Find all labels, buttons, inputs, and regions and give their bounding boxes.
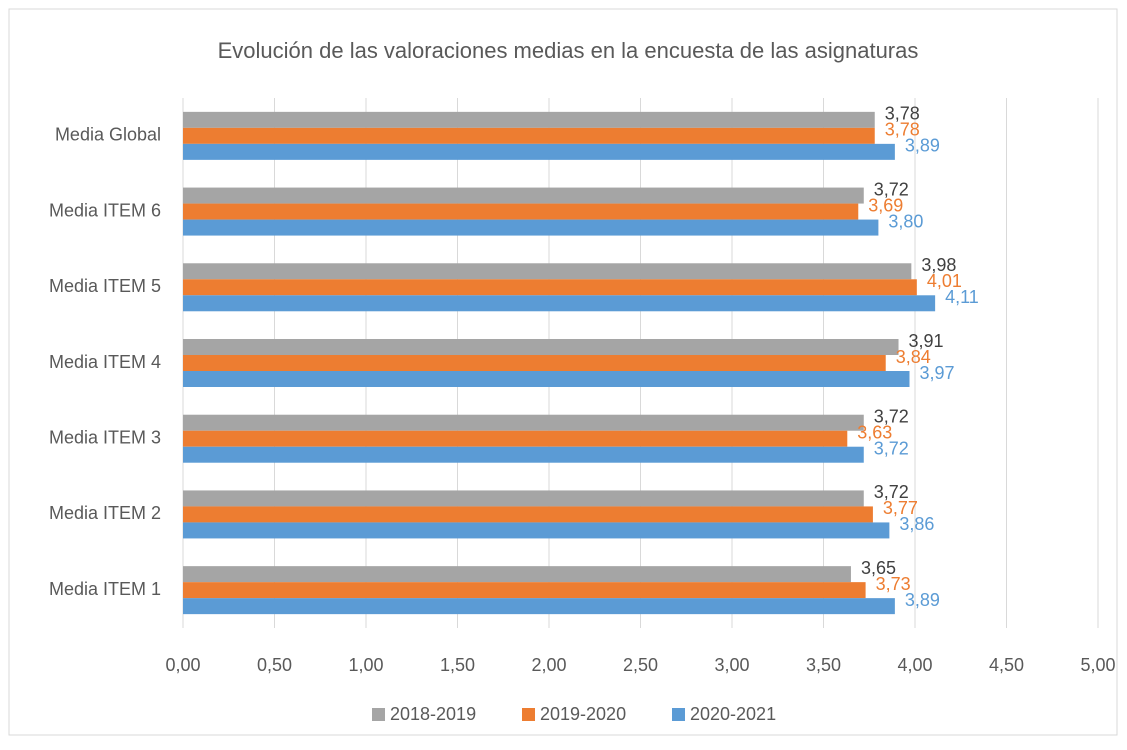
bar [183,295,936,312]
value-label: 3,72 [874,179,909,199]
value-label: 4,01 [927,271,962,291]
x-tick-label: 2,00 [531,655,566,675]
bar [183,263,912,280]
value-label: 3,65 [861,558,896,578]
value-label: 3,77 [883,498,918,518]
chart-title: Evolución de las valoraciones medias en … [218,38,919,63]
y-tick-label: Media ITEM 4 [49,352,161,372]
bar [183,143,895,160]
value-label: 3,86 [899,514,934,534]
bar [183,203,859,220]
y-tick-label: Media ITEM 3 [49,427,161,447]
bar [183,430,848,447]
value-label: 3,89 [905,590,940,610]
y-tick-label: Media ITEM 2 [49,503,161,523]
legend-label: 2018-2019 [390,704,476,724]
bar [183,355,886,371]
bar [183,371,910,387]
x-tick-label: 0,50 [257,655,292,675]
bar [183,339,899,355]
legend-label: 2019-2020 [540,704,626,724]
x-tick-label: 3,00 [714,655,749,675]
x-tick-label: 3,50 [806,655,841,675]
bar [183,566,851,583]
bar [183,522,890,539]
bar [183,279,917,296]
value-label: 4,11 [945,287,979,307]
value-label: 3,72 [874,438,909,458]
y-tick-label: Media Global [55,125,161,145]
bar [183,187,864,204]
legend-swatch [522,708,535,721]
legend-label: 2020-2021 [690,704,776,724]
legend-swatch [372,708,385,721]
value-label: 3,80 [888,211,923,231]
bar [183,490,864,507]
y-tick-label: Media ITEM 6 [49,200,161,220]
value-label: 3,72 [874,406,909,426]
bar [183,506,873,523]
value-label: 3,89 [905,136,940,156]
legend-swatch [672,708,685,721]
y-tick-label: Media ITEM 1 [49,579,161,599]
x-tick-label: 4,50 [989,655,1024,675]
y-tick-label: Media ITEM 5 [49,276,161,296]
value-label: 3,73 [876,574,911,594]
bar [183,414,864,431]
x-tick-label: 1,00 [348,655,383,675]
value-label: 3,78 [885,120,920,140]
x-tick-label: 0,00 [165,655,200,675]
bar [183,446,864,463]
value-label: 3,63 [857,422,892,442]
x-tick-label: 5,00 [1080,655,1115,675]
value-label: 3,78 [885,104,920,124]
value-label: 3,72 [874,482,909,502]
value-label: 3,98 [921,255,956,275]
value-label: 3,69 [868,195,903,215]
x-tick-label: 1,50 [440,655,475,675]
bar [183,111,875,128]
bar [183,219,879,236]
x-tick-label: 2,50 [623,655,658,675]
value-label: 3,91 [909,331,944,351]
bar [183,598,895,615]
value-label: 3,97 [920,363,955,383]
bar [183,127,875,144]
value-label: 3,84 [896,347,931,367]
x-tick-label: 4,00 [897,655,932,675]
bar [183,582,866,599]
